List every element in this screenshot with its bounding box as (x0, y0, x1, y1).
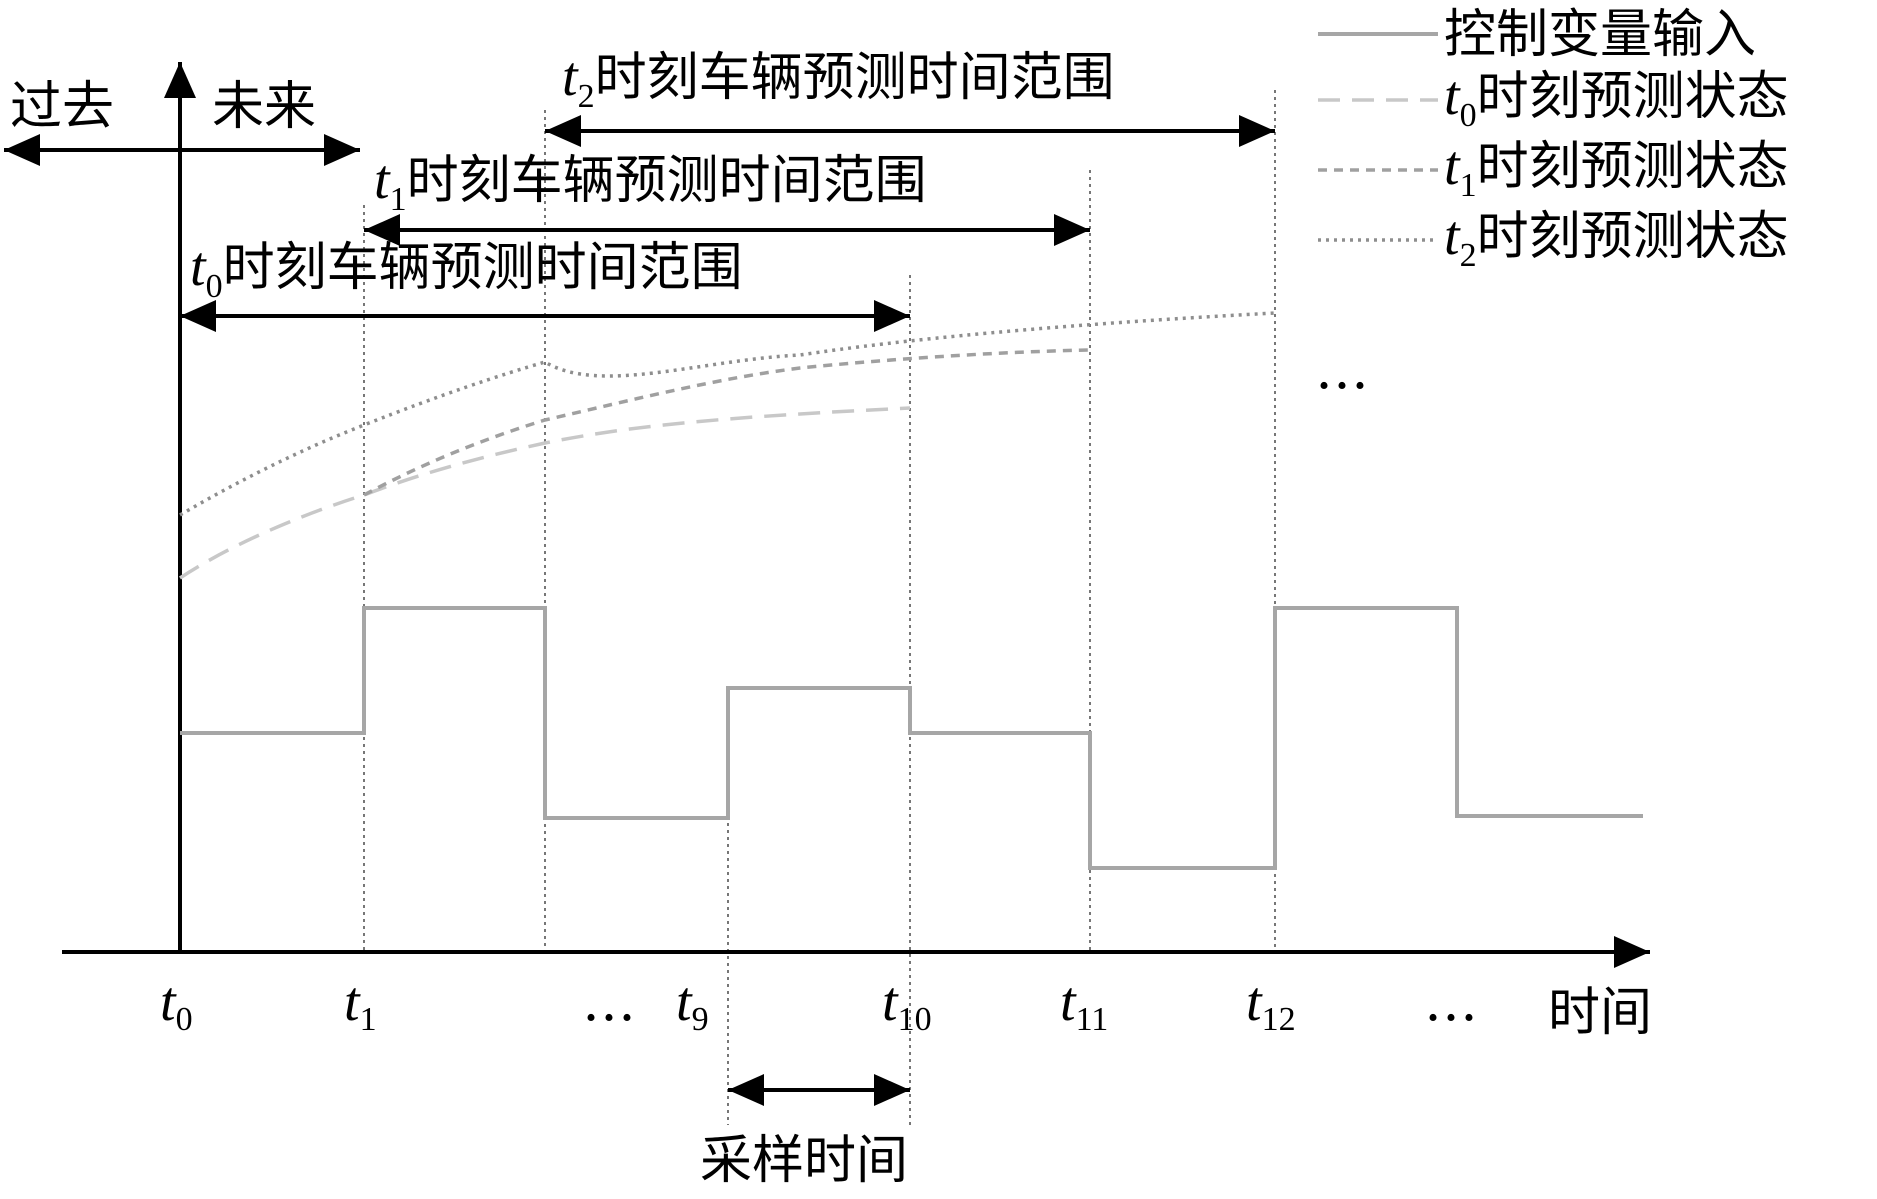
tick-label-t11: t11 (1060, 971, 1108, 1038)
future-label: 未来 (212, 77, 316, 137)
legend-label-t1: t1时刻预测状态 (1444, 135, 1789, 204)
range-label-t1: t1时刻车辆预测时间范围 (374, 149, 927, 218)
sampling-time-label: 采样时间 (700, 1131, 908, 1191)
tick-label-t9: t9 (676, 971, 709, 1038)
time-axis-label: 时间 (1548, 983, 1652, 1043)
tick-label-t0: t0 (160, 971, 193, 1038)
tick-label-t12: t12 (1246, 971, 1296, 1038)
legend: 控制变量输入 t0时刻预测状态 t1时刻预测状态 t2时刻预测状态 (1318, 5, 1789, 274)
past-label: 过去 (10, 77, 114, 137)
range-label-t2: t2时刻车辆预测时间范围 (562, 46, 1115, 115)
legend-label-t0: t0时刻预测状态 (1444, 65, 1789, 134)
pred-t2-curve (179, 311, 1276, 517)
legend-label-t2: t2时刻预测状态 (1444, 205, 1789, 274)
control-input-line (180, 606, 1643, 870)
tick-label-t1: t1 (344, 971, 377, 1038)
tick-ellipsis-2: … (1424, 970, 1478, 1033)
pred-t0-curve (179, 406, 911, 580)
continuation-ellipsis: … (1315, 338, 1369, 401)
range-label-t0: t0时刻车辆预测时间范围 (190, 236, 743, 305)
legend-label-control: 控制变量输入 (1444, 5, 1756, 65)
tick-label-t10: t10 (882, 971, 932, 1038)
pred-t1-curve (363, 348, 1091, 497)
tick-ellipsis-1: … (582, 970, 636, 1033)
